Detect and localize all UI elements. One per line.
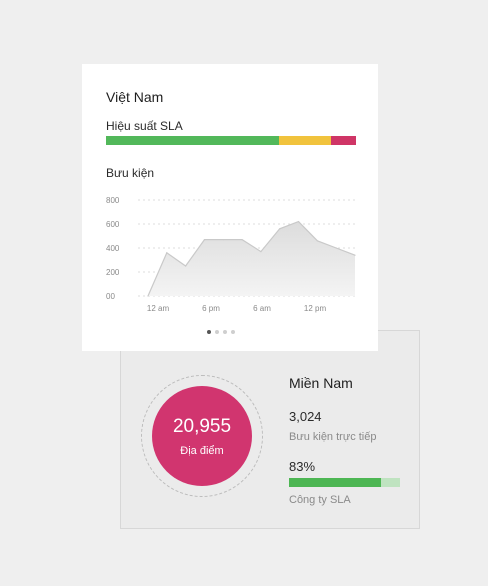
x-tick-label: 6 pm bbox=[202, 304, 220, 313]
direct-parcels-label: Bưu kiện trực tiếp bbox=[289, 431, 377, 443]
data-point bbox=[222, 239, 224, 241]
x-tick-label: 6 am bbox=[253, 304, 271, 313]
area-line bbox=[147, 220, 356, 297]
pagination-dot[interactable] bbox=[231, 330, 235, 334]
locations-value: 20,955 bbox=[172, 416, 232, 437]
company-sla-bar bbox=[289, 478, 400, 487]
sla-segment-good bbox=[106, 136, 279, 145]
country-card: Việt Nam Hiệu suất SLA Bưu kiện 800 600 40… bbox=[82, 64, 378, 351]
locations-label: Địa điểm bbox=[180, 445, 224, 457]
pagination-dots bbox=[207, 330, 235, 334]
company-sla-value: 83% bbox=[289, 459, 316, 474]
company-sla-fill bbox=[289, 478, 382, 487]
locations-ring bbox=[141, 375, 263, 497]
area-fill bbox=[148, 221, 355, 296]
data-point bbox=[354, 254, 356, 256]
x-tick-label: 12 am bbox=[147, 304, 170, 313]
region-title: Miền Nam bbox=[289, 375, 353, 391]
x-tick-label: 12 pm bbox=[304, 304, 327, 313]
direct-parcels-value: 3,024 bbox=[289, 409, 322, 424]
parcels-label: Bưu kiện bbox=[106, 166, 155, 180]
data-point bbox=[260, 251, 262, 253]
pagination-dot[interactable] bbox=[223, 330, 227, 334]
sla-performance-bar bbox=[106, 136, 356, 145]
locations-circle: 20,955 Địa điểm bbox=[152, 386, 252, 486]
y-tick-label: 400 bbox=[106, 244, 120, 253]
y-tick-label: 600 bbox=[106, 220, 120, 229]
data-point bbox=[185, 265, 187, 267]
sla-segment-warning bbox=[278, 136, 331, 145]
data-point bbox=[166, 252, 168, 254]
y-tick-label: 200 bbox=[106, 268, 120, 277]
company-sla-label: Công ty SLA bbox=[289, 494, 351, 506]
data-point bbox=[316, 240, 318, 242]
data-point bbox=[297, 221, 300, 223]
parcels-chart: 800 600 400 200 00 12 am 6 pm 6 am 12 pm bbox=[106, 196, 358, 313]
pagination-dot[interactable] bbox=[215, 330, 219, 334]
data-point bbox=[241, 239, 243, 241]
y-tick-label: 00 bbox=[106, 292, 115, 301]
pagination-dot[interactable] bbox=[207, 330, 211, 334]
sla-label: Hiệu suất SLA bbox=[106, 119, 183, 133]
data-point bbox=[203, 239, 206, 241]
data-point bbox=[335, 247, 337, 249]
sla-segment-critical bbox=[331, 136, 356, 145]
data-point bbox=[147, 295, 149, 297]
y-tick-label: 800 bbox=[106, 196, 120, 205]
data-point bbox=[279, 228, 281, 230]
country-title: Việt Nam bbox=[106, 89, 164, 105]
